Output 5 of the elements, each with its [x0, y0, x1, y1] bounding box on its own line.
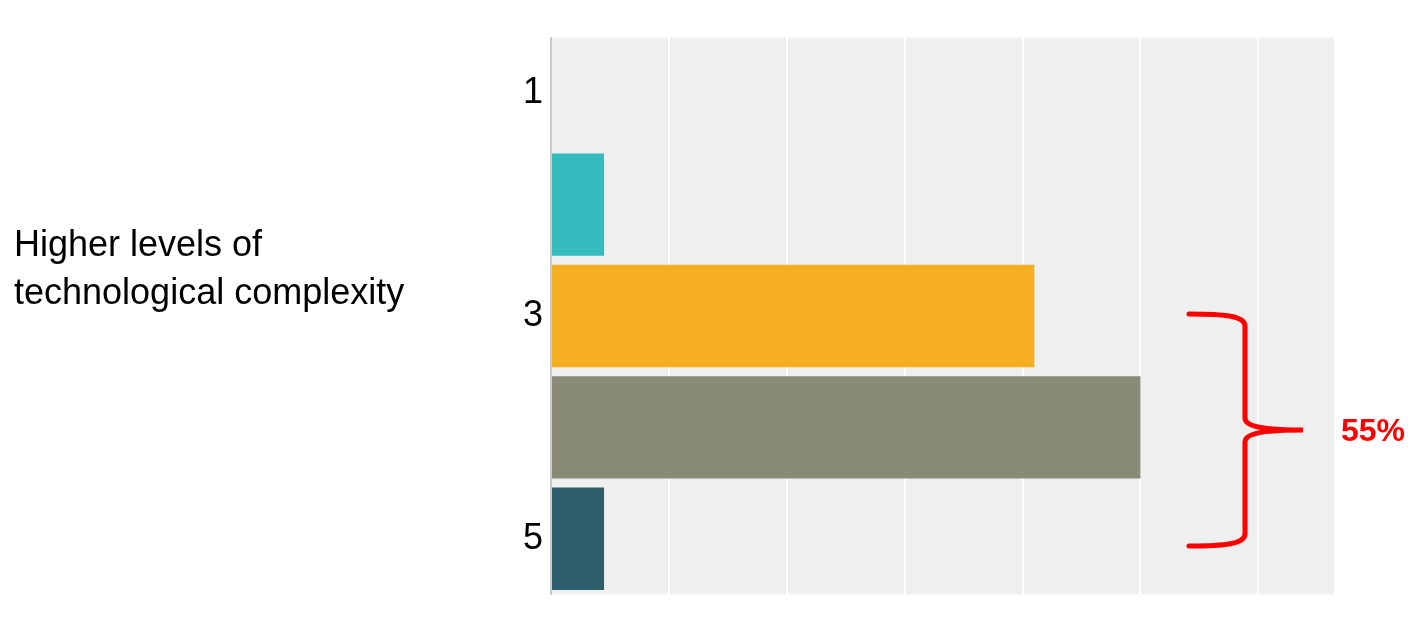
text: 55% [1341, 412, 1406, 449]
y-tick-label: 1 [522, 70, 543, 112]
y-tick-label: 5 [522, 515, 543, 557]
y-tick-label: 3 [522, 292, 543, 334]
y-axis-title: Higher levels of technological complexity [14, 222, 406, 314]
